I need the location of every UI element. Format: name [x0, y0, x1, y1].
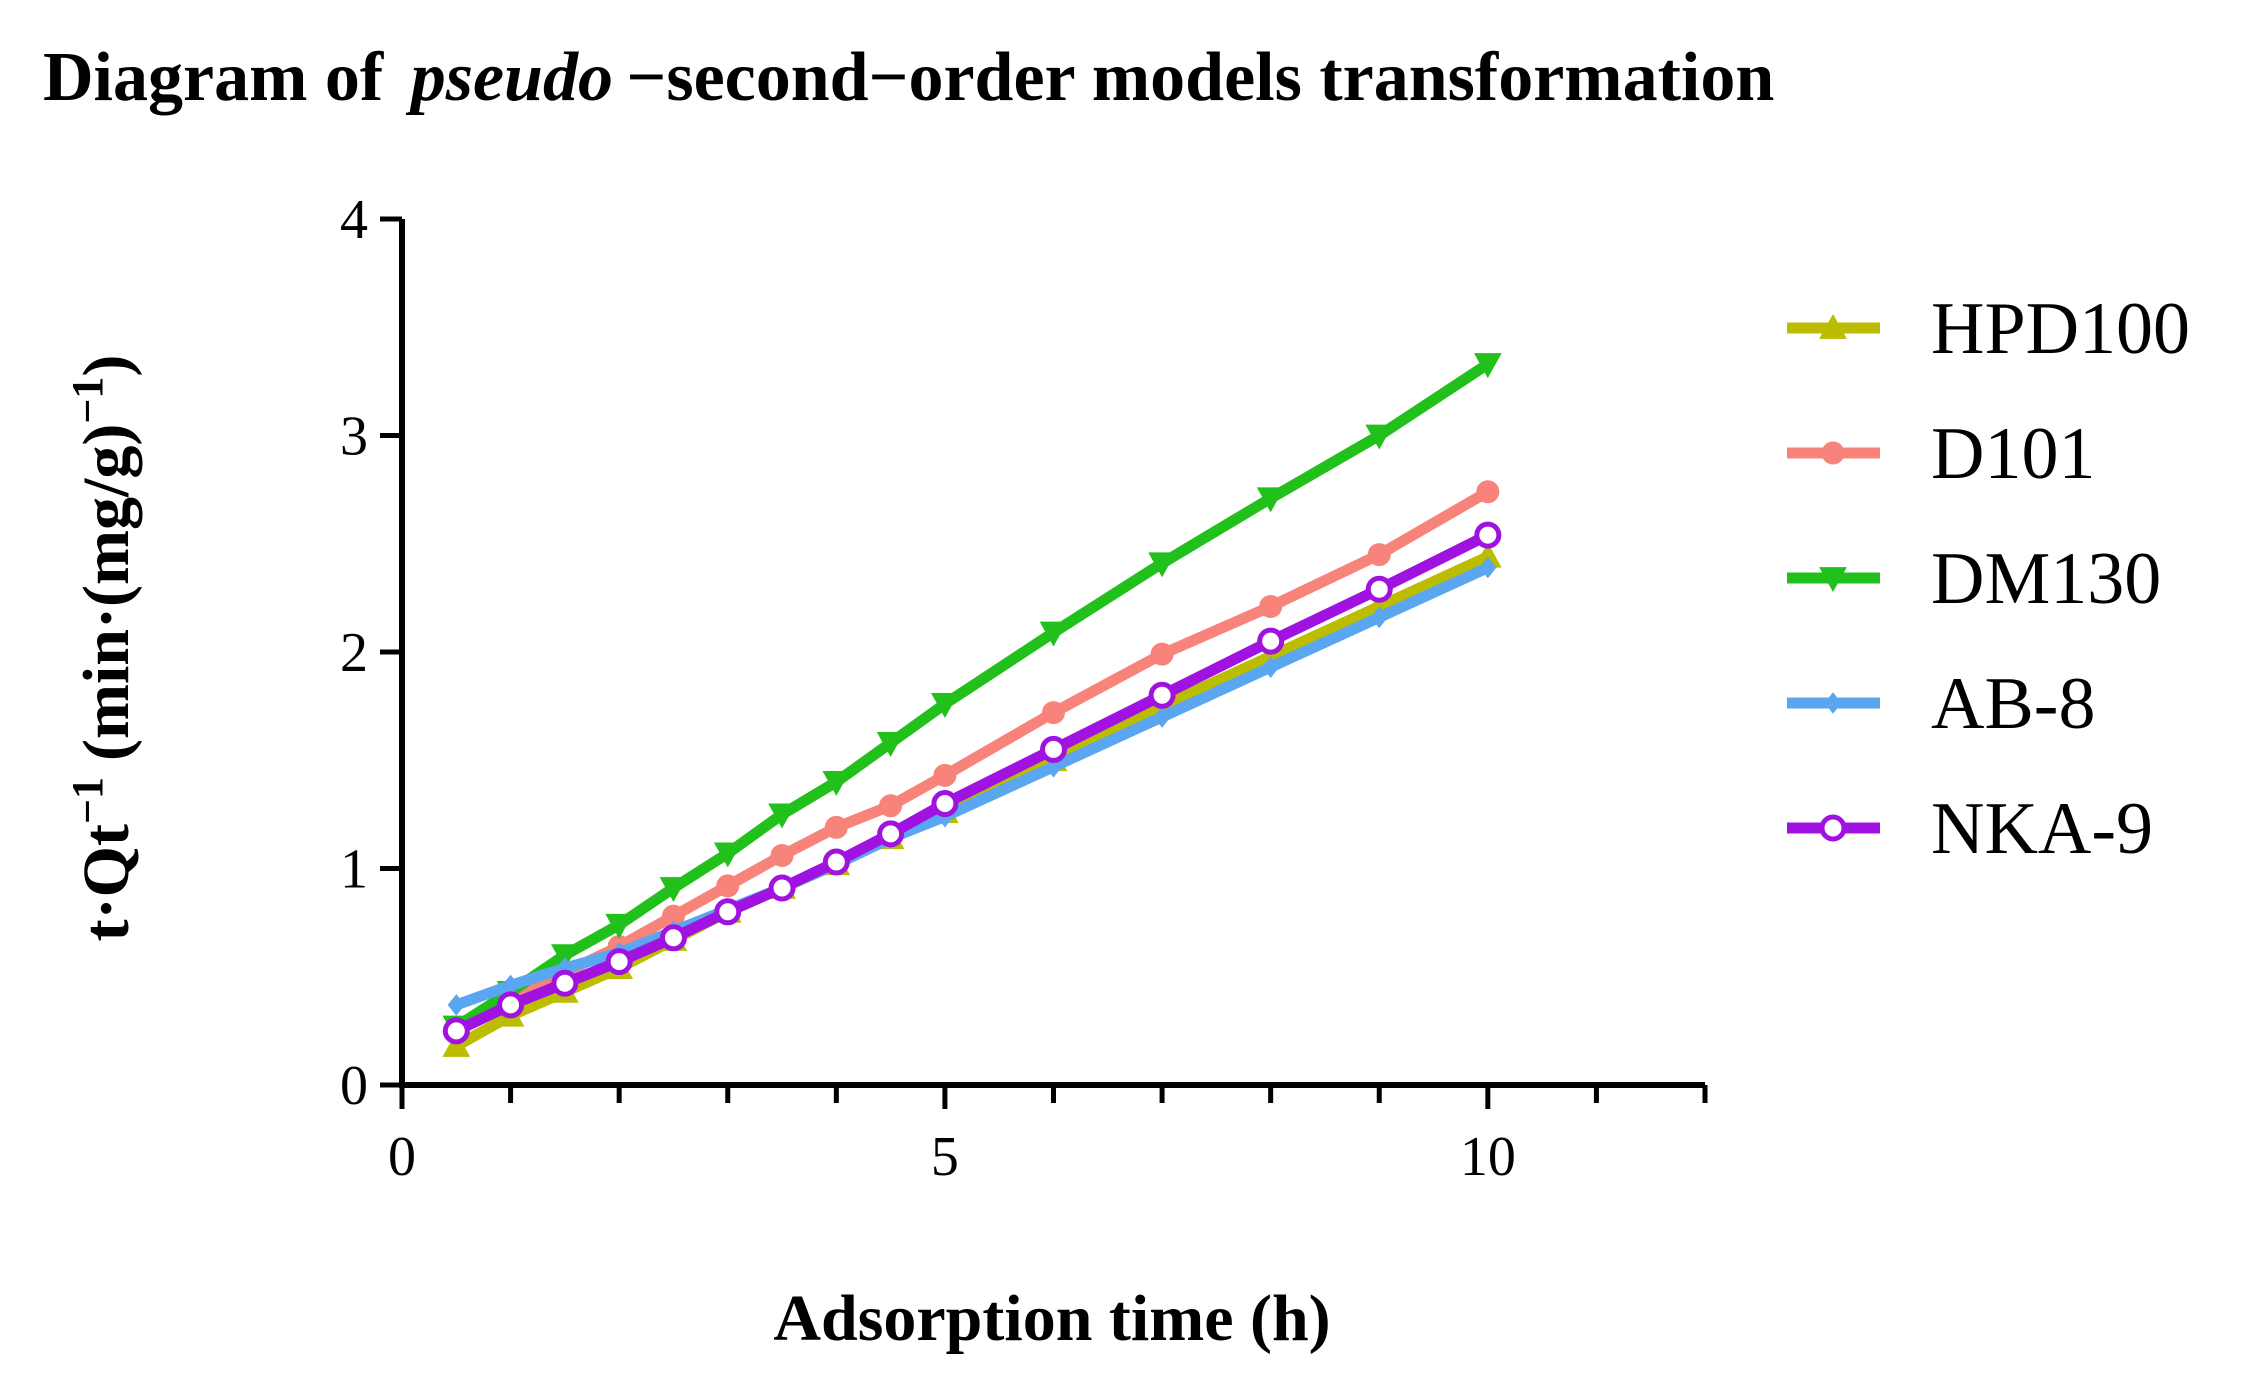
marker: [879, 794, 903, 818]
marker: [1479, 556, 1497, 579]
marker: [1367, 543, 1391, 567]
marker: [1256, 487, 1285, 513]
marker: [1819, 814, 1847, 842]
x-tick-label: 5: [931, 1126, 959, 1188]
marker: [1150, 642, 1174, 666]
marker: [1148, 552, 1176, 578]
legend-label: HPD100: [1931, 288, 2190, 370]
y-label-part: ): [70, 355, 143, 377]
marker: [716, 874, 740, 898]
marker: [824, 815, 848, 839]
marker: [931, 693, 959, 718]
y-tick-label: 3: [340, 406, 368, 468]
x-tick-label: 0: [388, 1126, 416, 1188]
title-part: −second−order models transformation: [626, 39, 1774, 116]
marker: [442, 1032, 471, 1057]
marker: [1365, 424, 1394, 450]
chart-title: Diagram of pseudo −second−order models t…: [43, 39, 1774, 116]
y-label-sup: −1: [63, 377, 112, 424]
legend-label: NKA-9: [1931, 788, 2153, 870]
marker: [1474, 521, 1502, 549]
marker: [442, 1017, 470, 1045]
marker: [1476, 480, 1500, 504]
marker: [605, 948, 633, 976]
y-tick-label: 0: [340, 1055, 368, 1117]
marker: [1039, 621, 1068, 647]
title-part: Diagram of: [43, 39, 384, 116]
marker: [1042, 701, 1065, 725]
marker: [713, 842, 742, 868]
marker: [768, 874, 796, 902]
y-tick-label: 4: [340, 189, 368, 251]
y-label-part: t·Qt: [70, 824, 143, 941]
marker: [1821, 441, 1845, 465]
marker: [1365, 575, 1393, 603]
marker: [551, 969, 579, 997]
legend-label: D101: [1931, 413, 2095, 495]
marker: [1819, 567, 1847, 593]
legend-label: DM130: [1931, 538, 2161, 620]
marker: [877, 820, 905, 848]
marker: [822, 848, 850, 876]
title-part: pseudo: [406, 39, 613, 116]
marker: [876, 732, 905, 757]
marker: [1259, 595, 1283, 619]
y-axis-label: t·Qt−1(min·(mg/g)−1): [63, 355, 143, 942]
marker: [1148, 681, 1176, 709]
marker: [551, 944, 579, 970]
marker: [659, 877, 688, 903]
marker: [1040, 735, 1067, 763]
marker: [1819, 313, 1847, 339]
marker: [1153, 706, 1171, 728]
marker: [447, 994, 465, 1016]
marker: [770, 844, 794, 868]
x-tick-label: 10: [1460, 1126, 1516, 1188]
marker: [605, 913, 634, 939]
marker: [768, 803, 796, 829]
marker: [659, 924, 687, 952]
marker: [1257, 627, 1285, 655]
marker: [822, 771, 851, 796]
y-label-sup: −1: [63, 777, 112, 824]
y-tick-label: 1: [340, 839, 368, 901]
marker: [714, 898, 742, 926]
marker: [1370, 606, 1388, 629]
series: [442, 521, 1502, 1045]
series: [442, 353, 1502, 1041]
marker: [1262, 656, 1280, 678]
marker: [933, 763, 957, 787]
marker: [1824, 692, 1842, 714]
marker: [497, 991, 525, 1019]
y-tick-label: 2: [340, 622, 368, 684]
series-line: [453, 359, 1491, 1032]
y-label-part: (min·(mg/g): [70, 424, 143, 761]
marker: [931, 790, 959, 818]
legend-label: AB-8: [1931, 663, 2095, 745]
marker: [1473, 353, 1502, 379]
x-axis-label: Adsorption time (h): [773, 1282, 1330, 1355]
